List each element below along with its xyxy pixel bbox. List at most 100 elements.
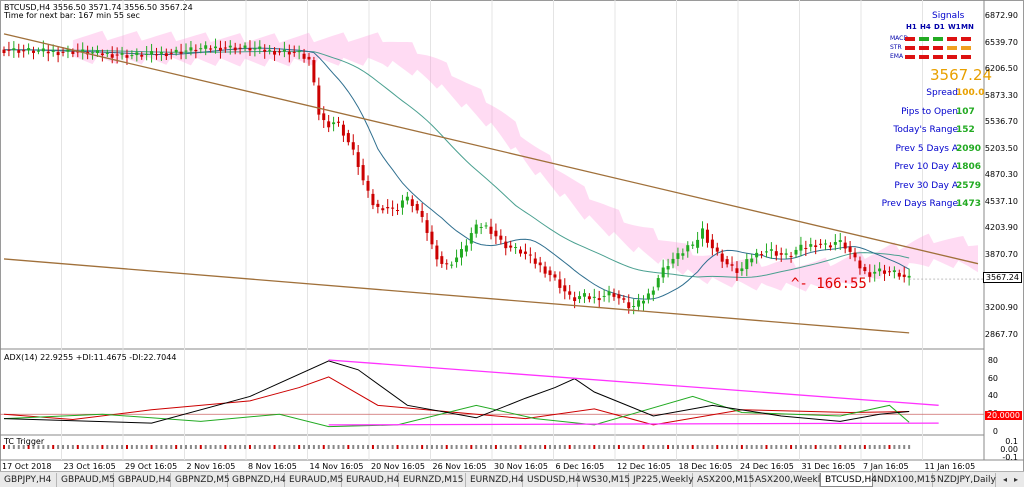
chart-tab[interactable]: EURAUD,H4	[342, 473, 399, 487]
candle-body	[887, 271, 891, 273]
time-tick-label: 24 Dec 16:05	[740, 462, 794, 471]
candle-body	[479, 226, 483, 228]
tc-trigger-marker	[194, 445, 197, 449]
candle-body	[445, 263, 449, 265]
chart-tab[interactable]: GBPAUD,H4	[114, 473, 171, 487]
chart-tab[interactable]: NZDJPY,Daily	[933, 473, 996, 487]
tc-trigger-marker	[150, 445, 153, 449]
time-tick-label: 17 Oct 2018	[2, 462, 52, 471]
tab-scroll-right-icon[interactable]: ▸	[1013, 475, 1018, 484]
tc-trigger-marker	[155, 445, 158, 449]
tc-trigger-marker	[421, 445, 424, 449]
chart-tab[interactable]: EURNZD,H4	[466, 473, 524, 487]
tc-trigger-marker	[480, 445, 483, 449]
tc-trigger-marker	[322, 445, 325, 449]
chart-tab[interactable]: JP225,Weekly	[629, 473, 694, 487]
tc-trigger-marker	[603, 445, 606, 449]
tc-trigger-marker	[42, 445, 45, 449]
tc-trigger-marker	[7, 445, 10, 449]
candle-body	[548, 270, 552, 276]
chart-tab[interactable]: GBPJPY,H4	[0, 473, 57, 487]
tc-trigger-marker	[381, 445, 384, 449]
candle-body	[366, 180, 370, 191]
tc-trigger-marker	[790, 445, 793, 449]
candle-body	[779, 253, 783, 255]
candle-body	[740, 268, 744, 272]
tc-trigger-marker	[209, 445, 212, 449]
info-label: Pips to Open	[901, 106, 958, 117]
candle-body	[130, 55, 134, 57]
tc-trigger-marker	[849, 445, 852, 449]
tc-trigger-marker	[672, 445, 675, 449]
candle-body	[248, 48, 252, 51]
tc-trigger-marker	[637, 445, 640, 449]
candle-body	[233, 47, 237, 51]
adx-lower-trendline	[328, 422, 939, 426]
tc-trigger-marker	[244, 445, 247, 449]
adx-tick-label: 60	[987, 373, 998, 383]
chart-tab[interactable]: WS30,M15	[578, 473, 630, 487]
candle-body	[391, 207, 395, 209]
candle-body	[799, 244, 803, 251]
candle-body	[582, 293, 586, 297]
tc-trigger-marker	[298, 445, 301, 449]
candle-body	[538, 262, 542, 266]
candle-body	[194, 49, 198, 52]
tc-trigger-marker	[839, 445, 842, 449]
candle-body	[361, 165, 365, 181]
tc-trigger-marker	[273, 445, 276, 449]
tab-scroll-left-icon[interactable]: ◂	[1002, 475, 1007, 484]
candle-body	[656, 278, 660, 288]
chart-tab[interactable]: NDX100,M15	[873, 473, 936, 487]
tc-trigger-marker	[130, 445, 133, 449]
tc-trigger-marker	[568, 445, 571, 449]
tc-trigger-marker	[3, 445, 5, 449]
candle-body	[637, 300, 641, 307]
time-tick-label: 23 Oct 16:05	[63, 462, 116, 471]
signal-cell	[933, 55, 943, 59]
tc-trigger-marker	[873, 445, 876, 449]
candle-body	[381, 208, 385, 211]
candle-body	[51, 50, 55, 52]
chart-tab[interactable]: ASX200,M15	[693, 473, 754, 487]
tc-trigger-marker	[686, 445, 689, 449]
price-chart[interactable]	[0, 0, 1024, 471]
candle-body	[612, 293, 616, 297]
candle-body	[22, 50, 26, 52]
chart-tab[interactable]: GBPNZD,M5	[171, 473, 230, 487]
tc-trigger-marker	[96, 445, 99, 449]
tc-trigger-marker	[376, 445, 379, 449]
tc-trigger-marker	[204, 445, 207, 449]
candle-body	[125, 55, 129, 58]
signal-row-str: STR	[890, 44, 902, 51]
candle-body	[189, 47, 193, 51]
tc-trigger-marker	[716, 445, 719, 449]
chart-tab[interactable]: GBPNZD,H4	[228, 473, 286, 487]
chart-tab[interactable]: ASX200,Weekly	[751, 473, 826, 487]
candle-body	[307, 56, 311, 60]
time-tick-label: 20 Nov 16:05	[371, 462, 425, 471]
chart-tab[interactable]: BTCUSD,H4	[820, 473, 877, 487]
tc-trigger-marker	[248, 445, 251, 449]
chart-tab[interactable]: GBPAUD,M5	[57, 473, 115, 487]
chart-tab[interactable]: EURNZD,M15	[399, 473, 466, 487]
tc-trigger-marker	[111, 445, 114, 449]
chart-tab[interactable]: USDUSD,H4	[523, 473, 581, 487]
tc-trigger-marker	[239, 445, 242, 449]
info-value: 100.0	[956, 88, 985, 98]
candle-body	[597, 298, 601, 301]
candle-body	[435, 245, 439, 260]
candle-body	[592, 296, 596, 298]
time-tick-label: 26 Nov 16:05	[432, 462, 487, 471]
candle-body	[396, 210, 400, 212]
tc-trigger-marker	[165, 445, 168, 449]
candle-body	[769, 249, 773, 251]
candle-body	[140, 54, 144, 57]
tc-trigger-marker	[829, 445, 832, 449]
chart-tab[interactable]: EURAUD,M5	[285, 473, 343, 487]
candle-body	[199, 48, 203, 50]
candle-body	[287, 51, 291, 55]
signal-row-macd: MACD	[890, 35, 908, 42]
candle-body	[720, 253, 724, 262]
tc-trigger-marker	[490, 445, 492, 449]
